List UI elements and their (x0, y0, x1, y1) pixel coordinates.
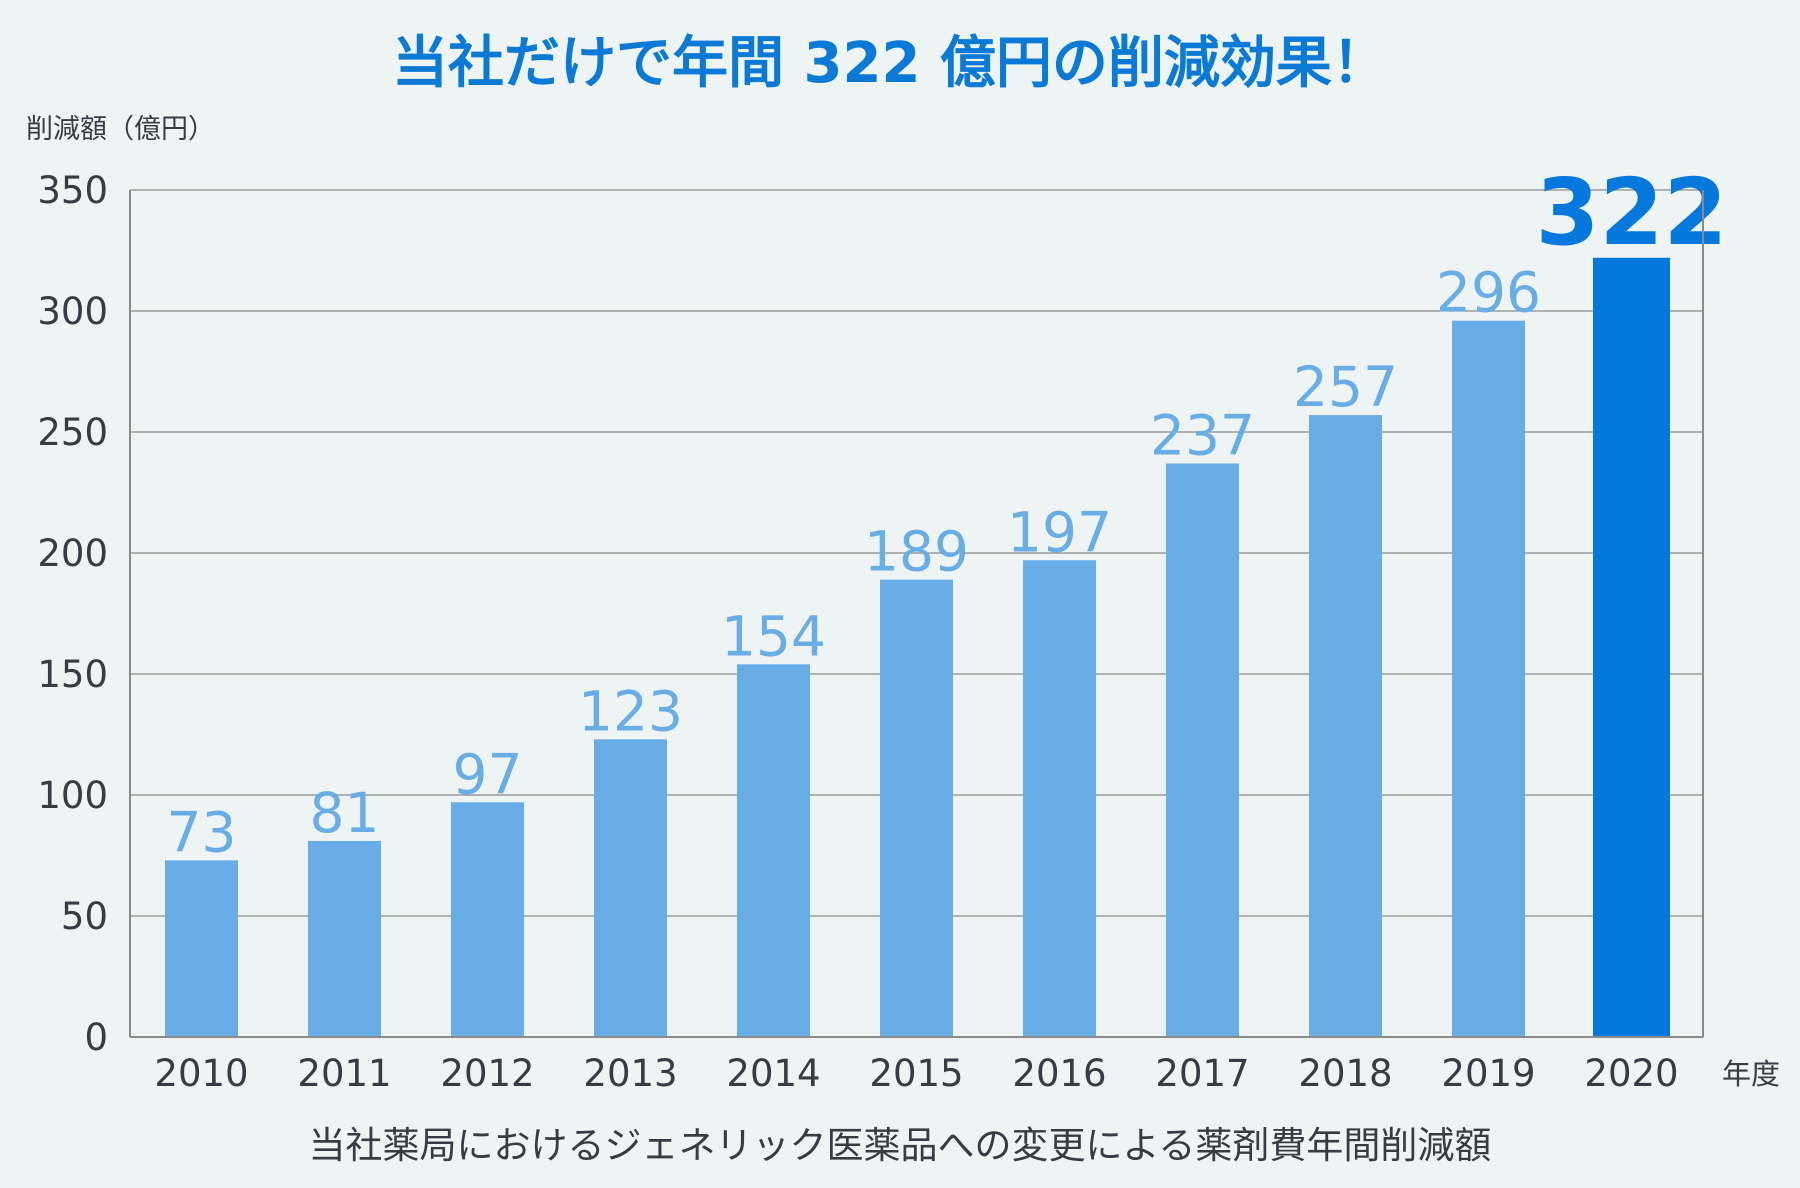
x-tick-labels: 2010 2011 2012 2013 2014 2015 2016 2017 2018 2019… (154, 1052, 1678, 1095)
y-tick-labels: 0 50 100 150 200 250 300 350 (37, 169, 108, 1059)
x-tick-label: 2013 (583, 1052, 677, 1095)
x-tick-label: 2011 (297, 1052, 391, 1095)
y-axis-label: 削減額（億円） (26, 114, 215, 145)
x-tick-label: 2015 (869, 1052, 963, 1095)
y-tick-label: 100 (37, 774, 108, 817)
bar-2019 (1452, 320, 1525, 1037)
x-axis-label: 年度 (1722, 1057, 1780, 1091)
bar-2018 (1309, 415, 1382, 1037)
value-label: 296 (1436, 261, 1541, 325)
x-tick-label: 2010 (154, 1052, 248, 1095)
bar-2015 (880, 579, 953, 1037)
y-tick-label: 250 (37, 411, 108, 454)
x-tick-label: 2017 (1155, 1052, 1249, 1095)
bar-2012 (451, 802, 524, 1037)
value-label: 81 (310, 781, 380, 845)
value-label: 189 (864, 520, 969, 584)
value-label: 73 (167, 800, 237, 864)
value-label: 154 (721, 604, 826, 668)
value-label: 322 (1535, 159, 1727, 266)
x-tick-label: 2019 (1441, 1052, 1535, 1095)
x-tick-label: 2020 (1584, 1052, 1678, 1095)
bar-2020 (1593, 257, 1670, 1037)
value-label: 257 (1293, 355, 1398, 419)
value-label: 123 (578, 679, 683, 743)
bar-2014 (737, 664, 810, 1037)
y-tick-label: 150 (37, 653, 108, 696)
y-tick-label: 300 (37, 290, 108, 333)
bar-2010 (165, 860, 238, 1037)
value-label: 237 (1150, 403, 1255, 467)
bar-2011 (308, 840, 381, 1037)
y-tick-label: 50 (61, 895, 108, 938)
chart-title: 当社だけで年間 322 億円の削減効果！ (392, 31, 1388, 96)
bar-2017 (1166, 463, 1239, 1038)
value-label: 97 (453, 742, 523, 806)
x-tick-label: 2014 (726, 1052, 820, 1095)
x-tick-label: 2018 (1298, 1052, 1392, 1095)
y-tick-label: 350 (37, 169, 108, 212)
x-tick-label: 2012 (440, 1052, 534, 1095)
bar-2013 (594, 739, 667, 1037)
y-tick-label: 200 (37, 532, 108, 575)
bars (165, 257, 1670, 1038)
bar-2016 (1023, 560, 1096, 1037)
value-label: 197 (1007, 500, 1112, 564)
chart-caption: 当社薬局におけるジェネリック医薬品への変更による薬剤費年間削減額 (309, 1124, 1492, 1167)
y-tick-label: 0 (84, 1016, 108, 1059)
x-tick-label: 2016 (1012, 1052, 1106, 1095)
